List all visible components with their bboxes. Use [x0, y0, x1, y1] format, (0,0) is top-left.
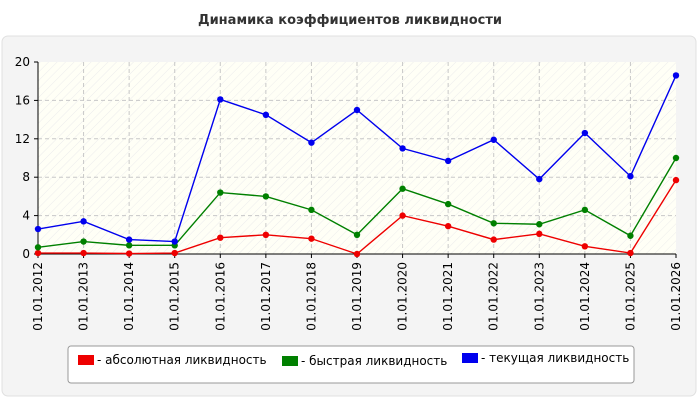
series-point: [80, 218, 87, 225]
series-point: [399, 145, 406, 152]
series-point: [125, 236, 133, 243]
series-point: [353, 106, 361, 114]
series-point: [536, 230, 543, 238]
series-point: [353, 250, 361, 258]
series-point: [308, 139, 315, 146]
x-tick-label: 01.01.2023: [532, 262, 546, 331]
legend-label: - быстрая ликвидность: [301, 354, 447, 368]
series-point: [217, 234, 224, 241]
series-point: [80, 249, 87, 257]
y-tick-label: 4: [22, 209, 30, 223]
series-point: [353, 231, 361, 238]
x-tick-label: 01.01.2024: [578, 262, 592, 331]
legend-swatch: [282, 356, 298, 366]
x-tick-label: 01.01.2026: [669, 262, 683, 331]
series-point: [217, 96, 224, 103]
series-point: [444, 157, 452, 165]
x-tick-label: 01.01.2019: [350, 262, 364, 331]
series-point: [627, 232, 634, 239]
series-point: [444, 200, 452, 208]
x-tick-label: 01.01.2015: [168, 262, 182, 331]
legend-swatch: [78, 355, 94, 365]
series-point: [490, 136, 497, 143]
y-tick-label: 20: [15, 55, 30, 69]
series-point: [262, 193, 270, 200]
x-tick-label: 01.01.2012: [31, 262, 45, 331]
series-point: [34, 244, 42, 251]
y-tick-label: 0: [22, 247, 30, 261]
chart-title: Динамика коэффициентов ликвидности: [198, 13, 502, 28]
series-point: [171, 249, 178, 257]
series-point: [308, 206, 315, 214]
series-point: [34, 249, 42, 257]
series-point: [581, 243, 589, 250]
series-point: [399, 212, 406, 219]
legend-label: - текущая ликвидность: [481, 351, 629, 365]
series-point: [171, 238, 178, 245]
series-point: [217, 189, 224, 196]
series-point: [536, 221, 543, 228]
series-point: [125, 250, 133, 257]
series-point: [627, 249, 634, 257]
series-point: [308, 235, 315, 242]
x-tick-label: 01.01.2018: [304, 262, 318, 331]
series-point: [80, 238, 87, 245]
series-point: [536, 175, 543, 183]
x-tick-label: 01.01.2022: [487, 262, 501, 331]
series-point: [627, 173, 634, 180]
x-tick-label: 01.01.2016: [213, 262, 227, 331]
series-point: [490, 236, 497, 243]
x-tick-label: 01.01.2025: [623, 262, 637, 331]
series-point: [34, 225, 42, 233]
series-point: [125, 242, 133, 249]
series-point: [672, 154, 680, 162]
legend-label: - абсолютная ликвидность: [97, 353, 267, 367]
x-tick-label: 01.01.2013: [77, 262, 91, 331]
legend-swatch: [462, 353, 478, 363]
x-tick-label: 01.01.2014: [122, 262, 136, 331]
series-point: [672, 72, 680, 79]
series-point: [581, 206, 589, 214]
legend-box: [67, 345, 635, 384]
series-point: [399, 185, 406, 192]
y-tick-label: 8: [22, 170, 30, 184]
series-point: [581, 129, 589, 137]
x-tick-label: 01.01.2020: [396, 262, 410, 331]
series-point: [672, 176, 680, 184]
y-tick-label: 16: [15, 93, 30, 107]
series-point: [262, 231, 270, 238]
y-tick-label: 12: [15, 132, 30, 146]
series-point: [262, 111, 270, 119]
series-point: [490, 220, 497, 227]
x-tick-label: 01.01.2017: [259, 262, 273, 331]
x-tick-label: 01.01.2021: [441, 262, 455, 331]
series-point: [444, 222, 452, 230]
